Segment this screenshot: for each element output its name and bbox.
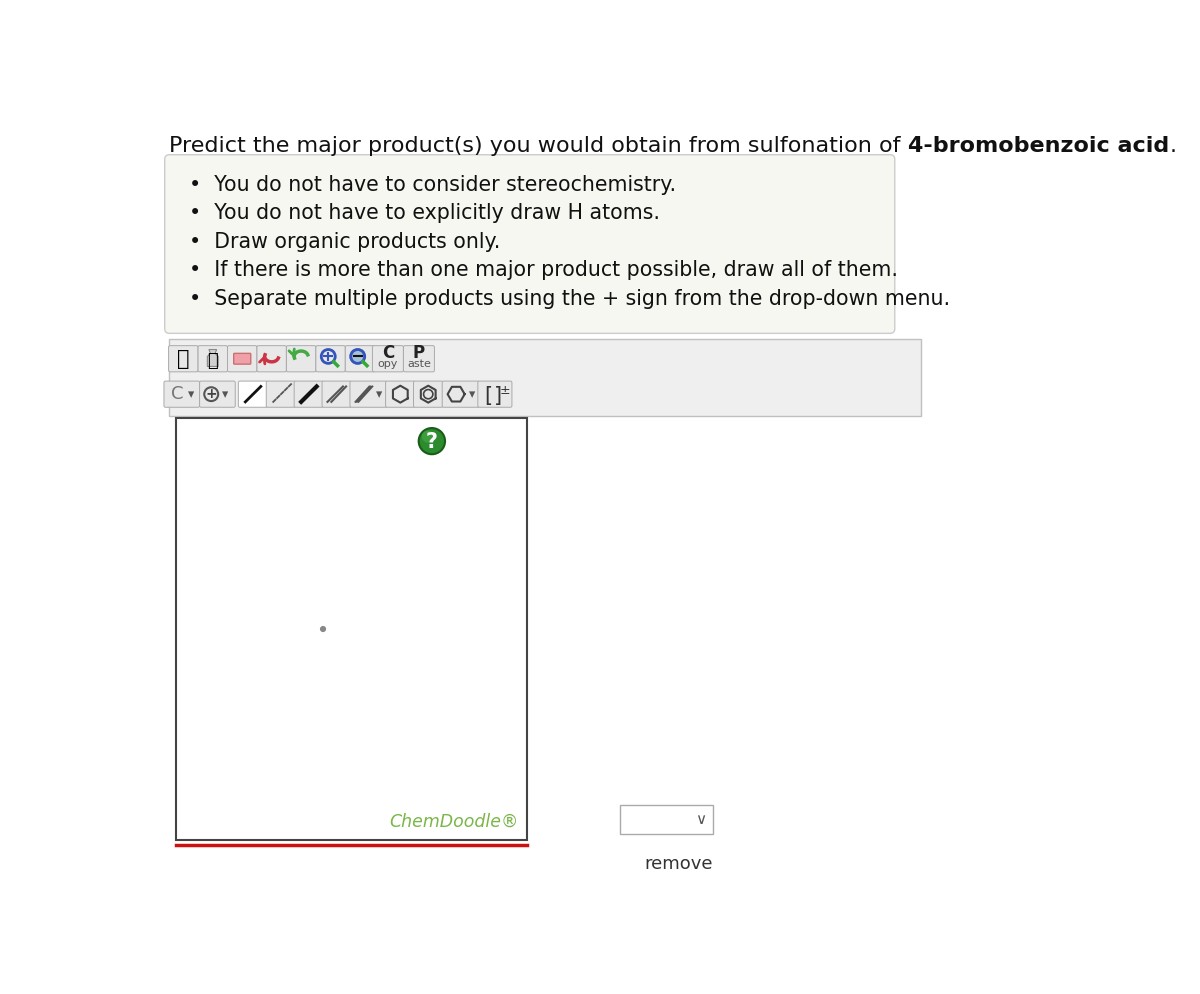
FancyBboxPatch shape xyxy=(287,346,316,372)
Text: opy: opy xyxy=(378,359,398,369)
FancyBboxPatch shape xyxy=(228,346,257,372)
Circle shape xyxy=(421,430,434,442)
Text: C: C xyxy=(382,344,394,363)
FancyBboxPatch shape xyxy=(478,381,512,408)
FancyBboxPatch shape xyxy=(294,381,324,408)
Text: Predict the major product(s) you would obtain from sulfonation of: Predict the major product(s) you would o… xyxy=(169,136,908,156)
FancyBboxPatch shape xyxy=(199,381,235,408)
FancyBboxPatch shape xyxy=(266,381,295,408)
FancyBboxPatch shape xyxy=(442,381,479,408)
Circle shape xyxy=(320,626,326,632)
FancyBboxPatch shape xyxy=(322,381,352,408)
Circle shape xyxy=(419,428,445,454)
Text: ▾: ▾ xyxy=(222,389,228,402)
FancyBboxPatch shape xyxy=(414,381,443,408)
Text: ]: ] xyxy=(494,386,502,406)
FancyBboxPatch shape xyxy=(164,155,895,333)
FancyBboxPatch shape xyxy=(164,381,199,408)
Text: •  Separate multiple products using the + sign from the drop-down menu.: • Separate multiple products using the +… xyxy=(188,288,950,309)
Text: ▾: ▾ xyxy=(468,389,475,402)
Text: ▾: ▾ xyxy=(376,389,382,402)
Text: •  You do not have to consider stereochemistry.: • You do not have to consider stereochem… xyxy=(188,175,676,195)
FancyBboxPatch shape xyxy=(169,339,922,415)
Text: •  Draw organic products only.: • Draw organic products only. xyxy=(188,232,500,251)
FancyBboxPatch shape xyxy=(168,346,198,372)
Text: 🧪: 🧪 xyxy=(208,352,218,370)
Text: 4-bromobenzoic acid: 4-bromobenzoic acid xyxy=(908,136,1169,156)
FancyBboxPatch shape xyxy=(234,353,251,364)
Text: •  You do not have to explicitly draw H atoms.: • You do not have to explicitly draw H a… xyxy=(188,203,660,224)
Polygon shape xyxy=(208,350,218,367)
FancyBboxPatch shape xyxy=(346,346,374,372)
Text: aste: aste xyxy=(407,359,431,369)
FancyBboxPatch shape xyxy=(385,381,415,408)
Text: •  If there is more than one major product possible, draw all of them.: • If there is more than one major produc… xyxy=(188,260,898,280)
Text: +: + xyxy=(205,388,217,402)
FancyBboxPatch shape xyxy=(372,346,403,372)
Text: [: [ xyxy=(484,386,492,406)
Text: remove: remove xyxy=(644,856,713,874)
Text: ✋: ✋ xyxy=(178,349,190,369)
Text: ▾: ▾ xyxy=(188,389,194,402)
Text: ±: ± xyxy=(499,384,510,397)
FancyBboxPatch shape xyxy=(403,346,434,372)
Text: C: C xyxy=(170,385,184,404)
FancyBboxPatch shape xyxy=(239,381,268,408)
FancyBboxPatch shape xyxy=(257,346,287,372)
FancyBboxPatch shape xyxy=(198,346,228,372)
Text: .: . xyxy=(1169,136,1176,156)
Text: ?: ? xyxy=(426,432,438,452)
FancyBboxPatch shape xyxy=(619,804,713,834)
Text: P: P xyxy=(413,344,425,363)
Circle shape xyxy=(350,350,365,364)
Polygon shape xyxy=(301,387,317,402)
Text: ChemDoodle®: ChemDoodle® xyxy=(390,813,518,831)
FancyBboxPatch shape xyxy=(350,381,388,408)
Text: ∨: ∨ xyxy=(695,812,706,827)
FancyBboxPatch shape xyxy=(175,418,527,840)
FancyBboxPatch shape xyxy=(316,346,346,372)
